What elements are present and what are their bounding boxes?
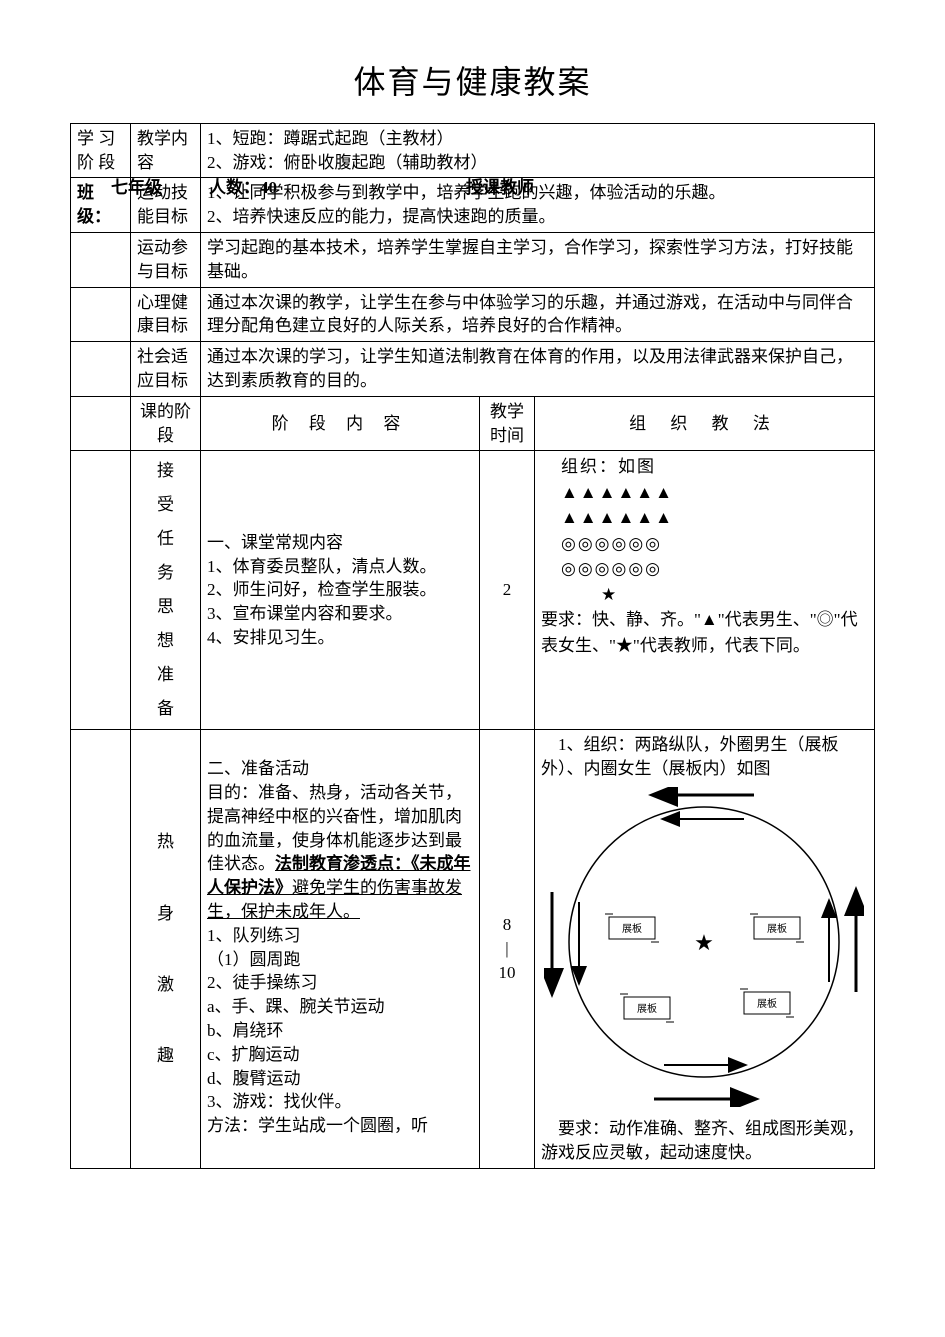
page-title: 体育与健康教案 [70, 60, 875, 105]
content-line: c、扩胸运动 [207, 1043, 473, 1067]
content-line: （1）圆周跑 [207, 948, 473, 972]
stage-label: 接受任务思想准备 [131, 451, 201, 730]
header-text: 阶 段 内 容 [272, 414, 409, 433]
cell-content: 1、让同学积极参与到教学中，培养学生跑的兴趣，体验活动的乐趣。 2、培养快速反应… [201, 178, 875, 233]
stage-organization: 组织：如图 ▲▲▲▲▲▲ ▲▲▲▲▲▲ ◎◎◎◎◎◎ ◎◎◎◎◎◎ ★ 要求：快… [534, 451, 874, 730]
content-line: 4、安排见习生。 [207, 626, 473, 650]
stage-content: 一、课堂常规内容 1、体育委员整队，清点人数。 2、师生问好，检查学生服装。 3… [201, 451, 480, 730]
svg-text:展板: 展板 [637, 1002, 657, 1015]
teacher-symbol: ★ [541, 582, 868, 608]
overlay-count: 人数：40 [209, 176, 277, 200]
content-line: 3、宣布课堂内容和要求。 [207, 602, 473, 626]
vertical-char: 趣 [137, 1020, 194, 1091]
org-intro: 1、组织：两路纵队，外圈男生（展板外）、内圈女生（展板内）如图 [541, 733, 868, 781]
requirement-text: 要求：动作准确、整齐、组成图形美观，游戏反应灵敏，起动速度快。 [541, 1117, 868, 1165]
cell-label: 运动参与目标 [131, 232, 201, 287]
formation-row-girls: ◎◎◎◎◎◎ [541, 531, 868, 557]
table-row: 学 习阶 段 教学内容 1、短跑：蹲踞式起跑（主教材） 2、游戏：俯卧收腹起跑（… [71, 123, 875, 178]
vertical-char: 身 [137, 878, 194, 949]
cell-empty [71, 451, 131, 730]
svg-text:展板: 展板 [622, 922, 642, 935]
stage-organization: 1、组织：两路纵队，外圈男生（展板外）、内圈女生（展板内）如图 ★展板展板展板展… [534, 730, 874, 1168]
content-line: 3、游戏：找伙伴。 [207, 1090, 473, 1114]
requirement-text: 要求：快、静、齐。"▲"代表男生、"◎"代表女生、"★"代表教师，代表下同。 [541, 607, 868, 658]
cell-content: 通过本次课的教学，让学生在参与中体验学习的乐趣，并通过游戏，在活动中与同伴合理分… [201, 287, 875, 342]
table-row: 社会适应目标 通过本次课的学习，让学生知道法制教育在体育的作用，以及用法律武器来… [71, 342, 875, 397]
content-heading: 一、课堂常规内容 [207, 531, 473, 555]
table-row: 课的阶段 阶 段 内 容 教学时间 组 织 教 法 [71, 396, 875, 451]
formation-row-girls: ◎◎◎◎◎◎ [541, 556, 868, 582]
cell-empty [71, 730, 131, 1168]
table-row: 热 身 激 趣 二、准备活动 目的：准备、热身，活动各关节，提高神经中枢的兴奋性… [71, 730, 875, 1168]
circle-diagram: ★展板展板展板展板 [544, 787, 864, 1107]
content-line: 1、队列练习 [207, 924, 473, 948]
vertical-char: 激 [137, 949, 194, 1020]
cell-header: 课的阶段 [131, 396, 201, 451]
vertical-label: 接受任务思想准备 [137, 454, 194, 726]
cell-empty [71, 232, 131, 287]
content-line: 1、体育委员整队，清点人数。 [207, 555, 473, 579]
cell-empty [71, 396, 131, 451]
cell-header: 教学时间 [479, 396, 534, 451]
content-line: 方法：学生站成一个圆圈，听 [207, 1114, 473, 1138]
header-text: 组 织 教 法 [629, 414, 780, 433]
content-line: b、肩绕环 [207, 1019, 473, 1043]
stage-time: 8 | 10 [479, 730, 534, 1168]
svg-text:展板: 展板 [767, 922, 787, 935]
cell-content: 通过本次课的学习，让学生知道法制教育在体育的作用，以及用法律武器来保护自己，达到… [201, 342, 875, 397]
svg-text:★: ★ [695, 930, 715, 955]
cell-header: 组 织 教 法 [534, 396, 874, 451]
content-line: 2、师生问好，检查学生服装。 [207, 578, 473, 602]
cell-label: 学 习阶 段 [71, 123, 131, 178]
content-heading: 二、准备活动 [207, 757, 473, 781]
formation-row-boys: ▲▲▲▲▲▲ [541, 480, 868, 506]
cell-label: 社会适应目标 [131, 342, 201, 397]
vertical-char: 热 [137, 806, 194, 877]
overlay-teacher: 授课教师 [466, 176, 534, 200]
content-text: 2、培养快速反应的能力，提高快速跑的质量。 [207, 207, 556, 226]
content-line: d、腹臂运动 [207, 1067, 473, 1091]
cell-label: 心理健康目标 [131, 287, 201, 342]
content-line: 2、徒手操练习 [207, 971, 473, 995]
stage-label: 热 身 激 趣 [131, 730, 201, 1168]
cell-header: 阶 段 内 容 [201, 396, 480, 451]
stage-time: 2 [479, 451, 534, 730]
table-row: 接受任务思想准备 一、课堂常规内容 1、体育委员整队，清点人数。 2、师生问好，… [71, 451, 875, 730]
cell-empty [71, 342, 131, 397]
table-row: 心理健康目标 通过本次课的教学，让学生在参与中体验学习的乐趣，并通过游戏，在活动… [71, 287, 875, 342]
lesson-plan-table: 学 习阶 段 教学内容 1、短跑：蹲踞式起跑（主教材） 2、游戏：俯卧收腹起跑（… [70, 123, 875, 1169]
cell-label: 运动技能目标 七年级 [131, 178, 201, 233]
table-row: 运动参与目标 学习起跑的基本技术，培养学生掌握自主学习，合作学习，探索性学习方法… [71, 232, 875, 287]
label-text: 班级： [77, 183, 111, 226]
svg-text:展板: 展板 [757, 997, 777, 1010]
cell-content: 学习起跑的基本技术，培养学生掌握自主学习，合作学习，探索性学习方法，打好技能基础… [201, 232, 875, 287]
table-row: 班级： 运动技能目标 七年级 1、让同学积极参与到教学中，培养学生跑的兴趣，体验… [71, 178, 875, 233]
content-line: a、手、踝、腕关节运动 [207, 995, 473, 1019]
stage-content: 二、准备活动 目的：准备、热身，活动各关节，提高神经中枢的兴奋性，增加肌肉的血流… [201, 730, 480, 1168]
cell-label: 教学内容 [131, 123, 201, 178]
overlay-grade: 七年级 [111, 176, 162, 200]
cell-content: 1、短跑：蹲踞式起跑（主教材） 2、游戏：俯卧收腹起跑（辅助教材） [201, 123, 875, 178]
formation-row-boys: ▲▲▲▲▲▲ [541, 505, 868, 531]
org-title: 组织：如图 [541, 454, 868, 480]
cell-empty [71, 287, 131, 342]
